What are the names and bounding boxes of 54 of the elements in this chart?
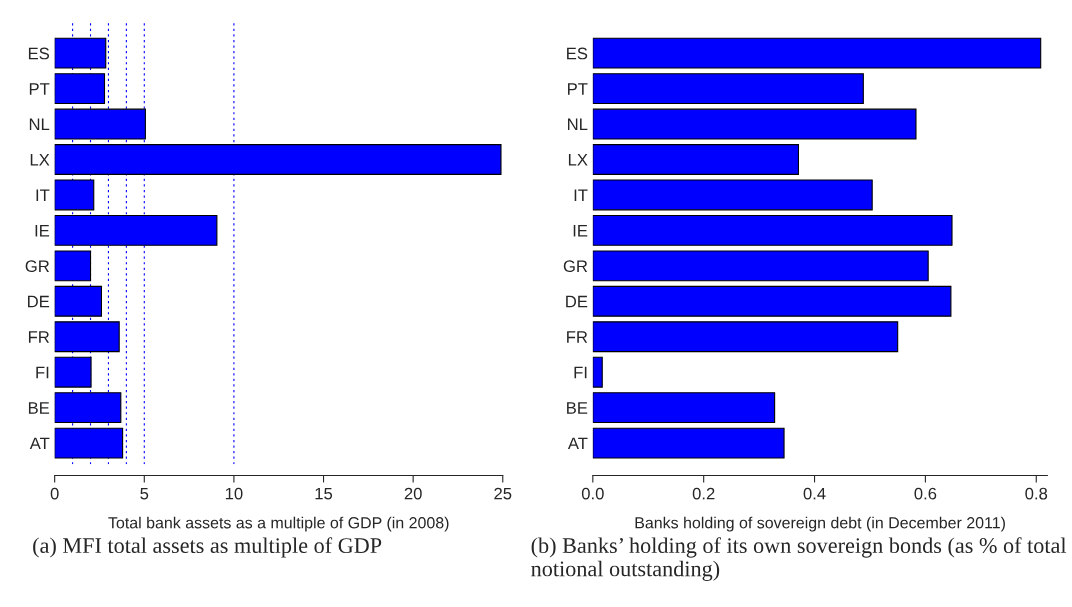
- y-tick-label: LX: [30, 154, 50, 166]
- y-tick-label: PT: [29, 83, 50, 95]
- x-tick-label: 20: [404, 487, 422, 500]
- y-tick-label: BE: [567, 402, 588, 414]
- y-tick-label: IT: [36, 189, 50, 201]
- bar: [54, 250, 92, 282]
- bar: [592, 144, 800, 175]
- y-tick-label: GR: [563, 260, 588, 273]
- bar: [592, 427, 785, 459]
- y-tick-label: AT: [567, 437, 588, 450]
- y-tick-label: IT: [574, 189, 588, 201]
- bar: [592, 73, 864, 105]
- y-tick-label: FR: [28, 331, 50, 343]
- bar: [592, 108, 917, 140]
- text: (a) MFI total assets as multiple of GDP: [33, 537, 382, 558]
- y-tick-label: IE: [35, 224, 50, 237]
- x-tick-label: 0.0: [581, 487, 604, 500]
- y-tick-label: BE: [28, 402, 50, 414]
- y-tick-label: AT: [29, 437, 50, 450]
- x-tick-label: 0: [50, 487, 59, 500]
- y-tick-label: DE: [28, 295, 50, 308]
- y-tick-label: LX: [568, 154, 588, 166]
- y-tick-label: ES: [567, 47, 588, 60]
- x-tick-label: 10: [225, 487, 243, 500]
- y-tick-label: NL: [568, 118, 588, 131]
- x-tick-label: 0.6: [914, 487, 937, 500]
- bar: [54, 285, 103, 317]
- x-axis-title: Banks holding of sovereign debt (in December 2011): [635, 516, 1005, 532]
- bar: [54, 37, 107, 69]
- bar: [592, 37, 1042, 69]
- bar: [592, 250, 929, 282]
- bar: [592, 356, 603, 388]
- bar: [592, 392, 776, 424]
- x-tick-label: 25: [494, 487, 512, 500]
- y-tick-label: IE: [573, 224, 588, 237]
- y-tick-label: DE: [566, 295, 588, 308]
- y-tick-label: FR: [567, 331, 588, 343]
- y-tick-label: FI: [574, 366, 587, 379]
- y-tick-label: PT: [568, 83, 588, 95]
- y-tick-label: FI: [36, 366, 49, 379]
- x-axis-title: Total bank assets as a multiple of GDP (in 2008): [108, 516, 449, 532]
- bar: [592, 321, 899, 353]
- x-tick-label: 0.8: [1025, 487, 1048, 500]
- y-tick-label: ES: [28, 47, 50, 60]
- x-tick-label: 0.4: [803, 487, 826, 500]
- x-tick-label: 5: [140, 487, 149, 500]
- y-tick-label: GR: [25, 260, 50, 273]
- bar: [592, 214, 953, 246]
- y-tick-label: NL: [29, 118, 50, 131]
- bar: [592, 285, 952, 317]
- bar: [592, 179, 873, 211]
- x-tick-label: 15: [315, 487, 333, 500]
- text: (b) Banks’ holding of its own sovereign bonds (as % of total notional outstanding): [531, 537, 1067, 581]
- x-tick-label: 0.2: [692, 487, 715, 500]
